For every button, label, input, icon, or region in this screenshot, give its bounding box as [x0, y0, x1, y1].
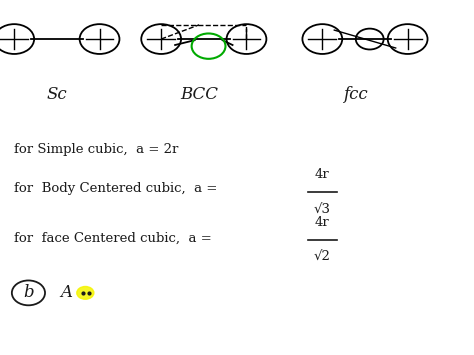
Text: √2: √2: [314, 250, 331, 263]
Text: b: b: [23, 284, 34, 301]
Text: √3: √3: [314, 202, 331, 215]
Text: A: A: [60, 284, 73, 301]
Text: fcc: fcc: [343, 86, 368, 103]
Text: 4r: 4r: [315, 216, 330, 229]
Text: 4r: 4r: [315, 168, 330, 181]
Text: for  face Centered cubic,  a =: for face Centered cubic, a =: [14, 231, 212, 244]
Text: Sc: Sc: [46, 86, 67, 103]
Text: BCC: BCC: [180, 86, 218, 103]
Text: for Simple cubic,  a = 2r: for Simple cubic, a = 2r: [14, 143, 179, 155]
Circle shape: [77, 286, 94, 299]
Text: for  Body Centered cubic,  a =: for Body Centered cubic, a =: [14, 182, 218, 195]
